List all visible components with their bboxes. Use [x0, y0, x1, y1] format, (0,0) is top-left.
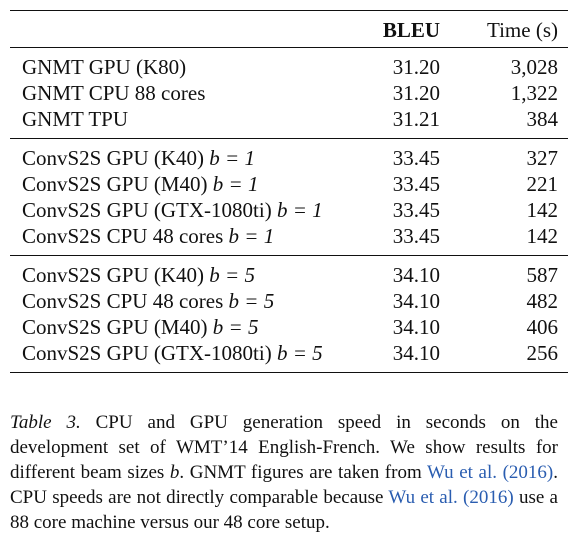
table-group: GNMT GPU (K80) 31.20 3,028 GNMT CPU 88 core…	[10, 48, 568, 138]
cell-bleu: 33.45	[392, 198, 440, 222]
caption-beam-var: b	[169, 462, 180, 483]
caption-text-2: . GNMT figures are taken from	[179, 462, 427, 483]
cell-bleu: 34.10	[392, 315, 440, 339]
header-name	[10, 11, 344, 47]
system-name: ConvS2S GPU (GTX-1080ti)	[22, 341, 272, 365]
group-separator-rule	[10, 255, 568, 256]
caption-text-3: . CPU speeds are not directly comparable…	[10, 462, 558, 508]
header-rule	[10, 47, 568, 48]
table-row: ConvS2S GPU (GTX-1080ti) b = 1 33.45 142	[10, 197, 568, 223]
group-separator-rule	[10, 138, 568, 139]
beam-size: b = 5	[209, 263, 255, 287]
cell-bleu: 33.45	[392, 224, 440, 248]
beam-size: b = 5	[276, 341, 323, 365]
table-row: ConvS2S GPU (M40) b = 5 34.10 406	[10, 314, 568, 340]
cell-system: ConvS2S GPU (K40) b = 1	[10, 139, 344, 171]
table-caption: Table 3. CPU and GPU generation speed in…	[10, 410, 558, 535]
cell-system: ConvS2S GPU (M40) b = 1	[10, 171, 344, 197]
beam-size: b = 1	[228, 224, 275, 248]
cell-system: ConvS2S GPU (GTX-1080ti) b = 5	[10, 340, 344, 372]
table-row: ConvS2S GPU (M40) b = 1 33.45 221	[10, 171, 568, 197]
header-bleu: BLEU	[382, 18, 440, 42]
beam-size: b = 5	[212, 315, 259, 339]
cell-time: 3,028	[510, 55, 558, 79]
cell-system: ConvS2S GPU (M40) b = 5	[10, 314, 344, 340]
cell-bleu: 33.45	[392, 146, 440, 170]
cell-system: GNMT TPU	[10, 106, 344, 138]
cell-system: GNMT GPU (K80)	[10, 48, 344, 80]
system-name: ConvS2S GPU (GTX-1080ti)	[22, 198, 272, 222]
top-rule	[10, 10, 568, 11]
system-name: ConvS2S CPU 48 cores	[22, 289, 224, 313]
cell-system: ConvS2S CPU 48 cores b = 5	[10, 288, 344, 314]
table-row: ConvS2S GPU (K40) b = 1 33.45 327	[10, 139, 568, 171]
table-row: ConvS2S CPU 48 cores b = 5 34.10 482	[10, 288, 568, 314]
cell-time: 1,322	[510, 81, 558, 105]
system-name: GNMT GPU (K80)	[22, 55, 187, 79]
cell-bleu: 34.10	[392, 341, 440, 365]
caption-label: Table 3.	[10, 412, 81, 433]
beam-size: b = 1	[276, 198, 323, 222]
system-name: ConvS2S GPU (M40)	[22, 315, 208, 339]
cell-time: 142	[526, 198, 559, 222]
caption-text-1: CPU and GPU generation speed in seconds …	[10, 412, 558, 483]
results-table: BLEU Time (s) GNMT GPU (K80) 31.20 3,028 GN…	[10, 10, 568, 373]
system-name: GNMT TPU	[22, 107, 128, 131]
table-group: ConvS2S GPU (K40) b = 5 34.10 587 ConvS2S C…	[10, 256, 568, 372]
table-row: GNMT TPU 31.21 384	[10, 106, 568, 138]
cell-bleu: 31.20	[392, 55, 440, 79]
cell-time: 482	[526, 289, 559, 313]
beam-size: b = 1	[209, 146, 255, 170]
cell-system: ConvS2S GPU (K40) b = 5	[10, 256, 344, 288]
cell-time: 221	[526, 172, 559, 196]
table-header-row: BLEU Time (s)	[10, 11, 568, 47]
cell-bleu: 33.45	[392, 172, 440, 196]
citation-link-2[interactable]: Wu et al. (2016)	[388, 487, 514, 508]
cell-bleu: 31.20	[392, 81, 440, 105]
caption-text-4: use a 88 core machine versus our 48 core…	[10, 487, 558, 533]
system-name: ConvS2S GPU (M40)	[22, 172, 208, 196]
cell-system: ConvS2S CPU 48 cores b = 1	[10, 223, 344, 255]
beam-size: b = 1	[212, 172, 259, 196]
table-group: ConvS2S GPU (K40) b = 1 33.45 327 ConvS2S G…	[10, 139, 568, 255]
system-name: GNMT CPU 88 cores	[22, 81, 206, 105]
cell-bleu: 34.10	[392, 289, 440, 313]
cell-time: 587	[526, 263, 559, 287]
table-row: ConvS2S GPU (GTX-1080ti) b = 5 34.10 256	[10, 340, 568, 372]
system-name: ConvS2S GPU (K40)	[22, 263, 205, 287]
table-row: GNMT CPU 88 cores 31.20 1,322	[10, 80, 568, 106]
cell-bleu: 31.21	[392, 107, 440, 131]
beam-size: b = 5	[228, 289, 275, 313]
header-time: Time (s)	[487, 18, 558, 42]
cell-time: 256	[526, 341, 559, 365]
cell-time: 142	[526, 224, 559, 248]
cell-system: ConvS2S GPU (GTX-1080ti) b = 1	[10, 197, 344, 223]
cell-time: 406	[526, 315, 559, 339]
cell-time: 384	[526, 107, 559, 131]
cell-bleu: 34.10	[392, 263, 440, 287]
system-name: ConvS2S GPU (K40)	[22, 146, 205, 170]
table-row: GNMT GPU (K80) 31.20 3,028	[10, 48, 568, 80]
table-body: GNMT GPU (K80) 31.20 3,028 GNMT CPU 88 core…	[10, 48, 568, 372]
system-name: ConvS2S CPU 48 cores	[22, 224, 224, 248]
cell-time: 327	[526, 146, 559, 170]
bottom-rule	[10, 372, 568, 373]
table-row: ConvS2S CPU 48 cores b = 1 33.45 142	[10, 223, 568, 255]
cell-system: GNMT CPU 88 cores	[10, 80, 344, 106]
citation-link-1[interactable]: Wu et al. (2016)	[426, 462, 554, 483]
speed-table: BLEU Time (s)	[10, 11, 568, 47]
caption-paragraph: Table 3. CPU and GPU generation speed in…	[10, 410, 558, 535]
table-row: ConvS2S GPU (K40) b = 5 34.10 587	[10, 256, 568, 288]
